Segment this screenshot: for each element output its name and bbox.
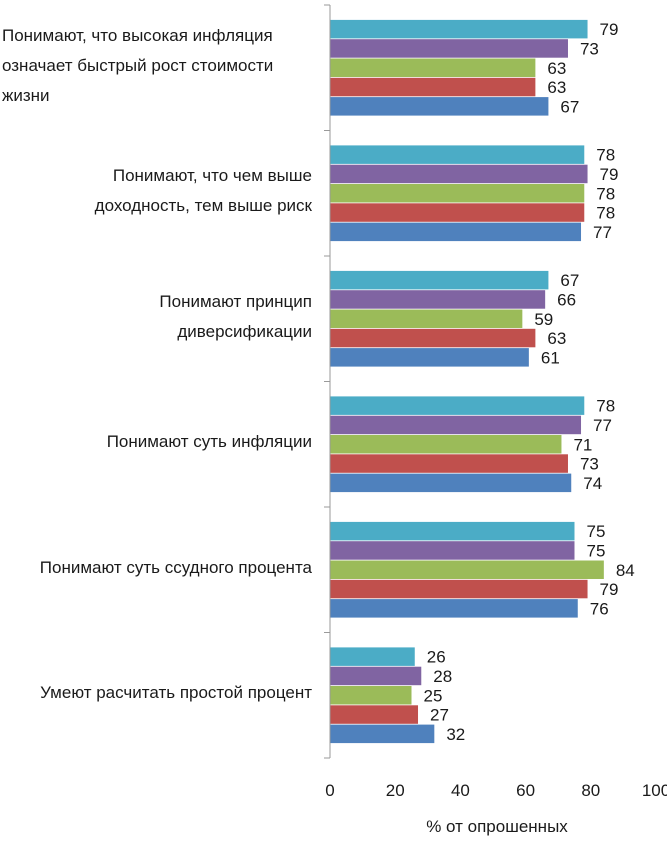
- bar-3-4: [330, 473, 572, 493]
- data-label: 79: [600, 580, 619, 599]
- bar-5-1: [330, 666, 422, 686]
- data-label: 78: [596, 146, 615, 165]
- bar-2-3: [330, 328, 536, 348]
- data-label: 63: [547, 78, 566, 97]
- bar-4-3: [330, 579, 588, 599]
- data-label: 32: [446, 725, 465, 744]
- x-tick-label: 20: [386, 781, 405, 800]
- x-tick-label: 80: [581, 781, 600, 800]
- data-label: 77: [593, 416, 612, 435]
- bar-1-3: [330, 203, 585, 222]
- data-label: 25: [424, 686, 443, 705]
- bar-2-2: [330, 309, 523, 328]
- bar-4-2: [330, 560, 604, 579]
- data-label: 79: [600, 165, 619, 184]
- data-label: 74: [583, 474, 602, 493]
- bar-2-0: [330, 270, 549, 290]
- bar-1-1: [330, 164, 588, 184]
- x-tick-label: 0: [325, 781, 334, 800]
- data-label: 78: [596, 184, 615, 203]
- category-label: Понимают суть ссудного процента: [39, 557, 312, 577]
- category-label: Понимают суть инфляции: [106, 432, 312, 452]
- data-label: 61: [541, 348, 560, 367]
- bar-3-3: [330, 454, 568, 473]
- bar-3-2: [330, 435, 562, 454]
- bar-3-0: [330, 396, 585, 415]
- data-label: 78: [596, 397, 615, 416]
- bar-5-0: [330, 647, 415, 666]
- data-label: 28: [433, 667, 452, 686]
- category-label: Понимают, что чем выше доходность, тем в…: [94, 166, 312, 216]
- bar-2-4: [330, 348, 529, 367]
- data-label: 79: [600, 20, 619, 39]
- data-label: 67: [560, 271, 579, 290]
- x-tick-label: 100: [642, 781, 667, 800]
- x-tick-label: 40: [451, 781, 470, 800]
- data-label: 26: [427, 648, 446, 667]
- bar-1-0: [330, 145, 585, 164]
- data-label: 78: [596, 204, 615, 223]
- bar-4-1: [330, 541, 575, 560]
- bar-4-0: [330, 521, 575, 541]
- data-label: 59: [534, 310, 553, 329]
- category-label: Понимают принцип диверсификации: [159, 291, 312, 341]
- data-label: 67: [560, 97, 579, 116]
- bar-2-1: [330, 290, 546, 309]
- bar-5-4: [330, 724, 435, 744]
- data-label: 76: [590, 599, 609, 618]
- data-label: 77: [593, 223, 612, 242]
- data-label: 73: [580, 39, 599, 58]
- data-label: 71: [573, 435, 592, 454]
- data-label: 75: [587, 522, 606, 541]
- bar-0-4: [330, 97, 549, 116]
- bar-0-2: [330, 58, 536, 77]
- data-label: 75: [587, 541, 606, 560]
- bar-3-1: [330, 415, 582, 435]
- data-label: 63: [547, 59, 566, 78]
- data-label: 66: [557, 290, 576, 309]
- data-label: 63: [547, 329, 566, 348]
- bar-1-4: [330, 222, 582, 242]
- x-axis-title: % от опрошенных: [426, 817, 568, 836]
- x-tick-label: 60: [516, 781, 535, 800]
- bar-1-2: [330, 184, 585, 203]
- category-label: Понимают, что высокая инфляция означает …: [2, 25, 274, 105]
- bar-0-3: [330, 77, 536, 97]
- bar-5-2: [330, 686, 412, 705]
- bar-4-4: [330, 599, 578, 618]
- bar-0-1: [330, 39, 568, 58]
- data-label: 84: [616, 561, 635, 580]
- data-label: 73: [580, 455, 599, 474]
- data-label: 27: [430, 706, 449, 725]
- bar-5-3: [330, 705, 419, 724]
- category-label: Умеют расчитать простой процент: [40, 683, 312, 703]
- bar-0-0: [330, 19, 588, 39]
